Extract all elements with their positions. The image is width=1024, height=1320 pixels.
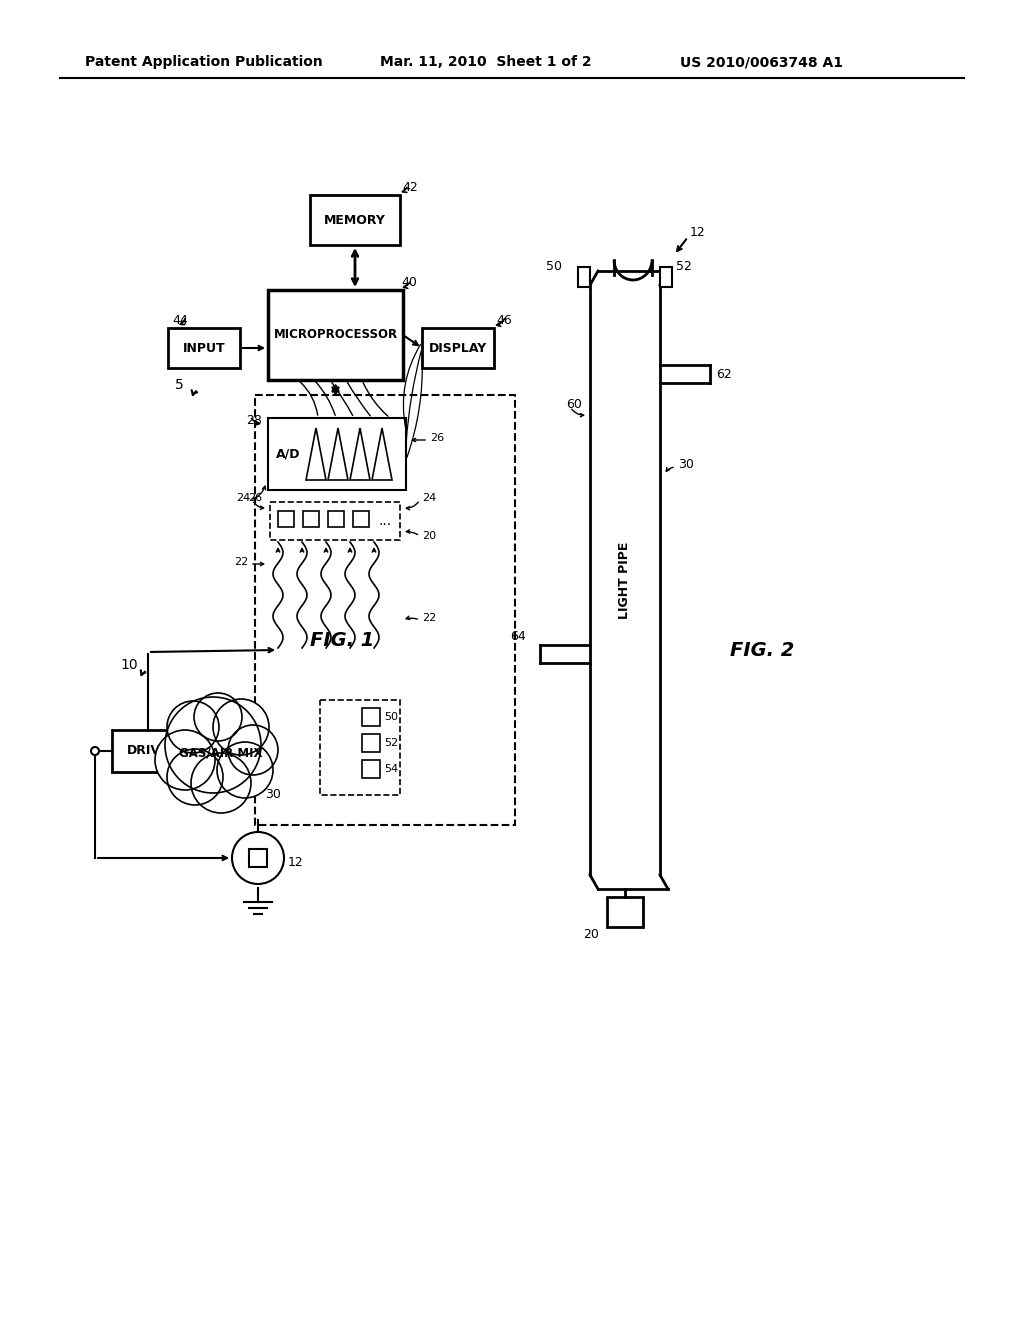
Bar — [310, 195, 400, 246]
Bar — [362, 734, 380, 752]
Text: 50: 50 — [546, 260, 562, 273]
Circle shape — [194, 693, 242, 741]
Text: 12: 12 — [690, 227, 706, 239]
Text: LIGHT PIPE: LIGHT PIPE — [618, 541, 632, 619]
Bar — [328, 511, 344, 527]
Bar — [112, 730, 184, 772]
Bar — [268, 418, 406, 490]
Bar — [249, 849, 267, 867]
Text: 44: 44 — [172, 314, 187, 327]
Bar — [168, 327, 240, 368]
Text: GAS/AIR MIX: GAS/AIR MIX — [179, 747, 263, 759]
Text: 64: 64 — [510, 631, 525, 644]
Circle shape — [91, 747, 99, 755]
Circle shape — [217, 742, 273, 799]
Text: MEMORY: MEMORY — [324, 214, 386, 227]
Bar — [303, 511, 319, 527]
Text: US 2010/0063748 A1: US 2010/0063748 A1 — [680, 55, 843, 69]
Text: 52: 52 — [384, 738, 398, 748]
Text: DISPLAY: DISPLAY — [429, 342, 487, 355]
Text: INPUT: INPUT — [182, 342, 225, 355]
Circle shape — [155, 730, 215, 789]
Bar — [362, 760, 380, 777]
Text: 26: 26 — [248, 492, 262, 503]
Bar — [255, 395, 515, 825]
Text: 22: 22 — [233, 557, 248, 568]
Text: 20: 20 — [583, 928, 599, 941]
Bar — [422, 327, 494, 368]
Text: 28: 28 — [246, 414, 262, 426]
Bar — [268, 290, 403, 380]
Text: Patent Application Publication: Patent Application Publication — [85, 55, 323, 69]
Text: 60: 60 — [566, 399, 582, 412]
Text: 46: 46 — [496, 314, 512, 327]
Bar — [353, 511, 369, 527]
Bar — [578, 267, 590, 286]
Text: 12: 12 — [288, 855, 304, 869]
Text: 50: 50 — [384, 711, 398, 722]
Text: 26: 26 — [430, 433, 444, 444]
Bar — [270, 502, 400, 540]
Circle shape — [167, 701, 219, 752]
Bar — [319, 700, 400, 795]
Text: DRIVE: DRIVE — [127, 744, 169, 758]
Text: Mar. 11, 2010  Sheet 1 of 2: Mar. 11, 2010 Sheet 1 of 2 — [380, 55, 592, 69]
Circle shape — [213, 700, 269, 755]
Text: 42: 42 — [402, 181, 418, 194]
Circle shape — [165, 697, 261, 793]
Text: 62: 62 — [716, 367, 732, 380]
Text: MICROPROCESSOR: MICROPROCESSOR — [273, 329, 397, 342]
Text: 5: 5 — [175, 378, 183, 392]
Circle shape — [228, 725, 278, 775]
Text: 52: 52 — [676, 260, 692, 273]
Text: 10: 10 — [120, 657, 137, 672]
Bar — [607, 898, 643, 927]
Text: ...: ... — [379, 513, 391, 528]
Circle shape — [191, 752, 251, 813]
Text: 30: 30 — [265, 788, 281, 801]
Text: 24: 24 — [236, 492, 250, 503]
Text: 40: 40 — [401, 276, 417, 289]
Bar — [660, 267, 672, 286]
Text: A/D: A/D — [275, 447, 300, 461]
Text: 30: 30 — [678, 458, 694, 471]
Bar — [362, 708, 380, 726]
Circle shape — [167, 748, 223, 805]
Text: 22: 22 — [422, 612, 436, 623]
Text: 20: 20 — [422, 531, 436, 541]
Text: 54: 54 — [384, 764, 398, 774]
Text: FIG. 1: FIG. 1 — [310, 631, 375, 649]
Text: 24: 24 — [422, 492, 436, 503]
Circle shape — [232, 832, 284, 884]
Bar — [278, 511, 294, 527]
Text: FIG. 2: FIG. 2 — [730, 640, 795, 660]
